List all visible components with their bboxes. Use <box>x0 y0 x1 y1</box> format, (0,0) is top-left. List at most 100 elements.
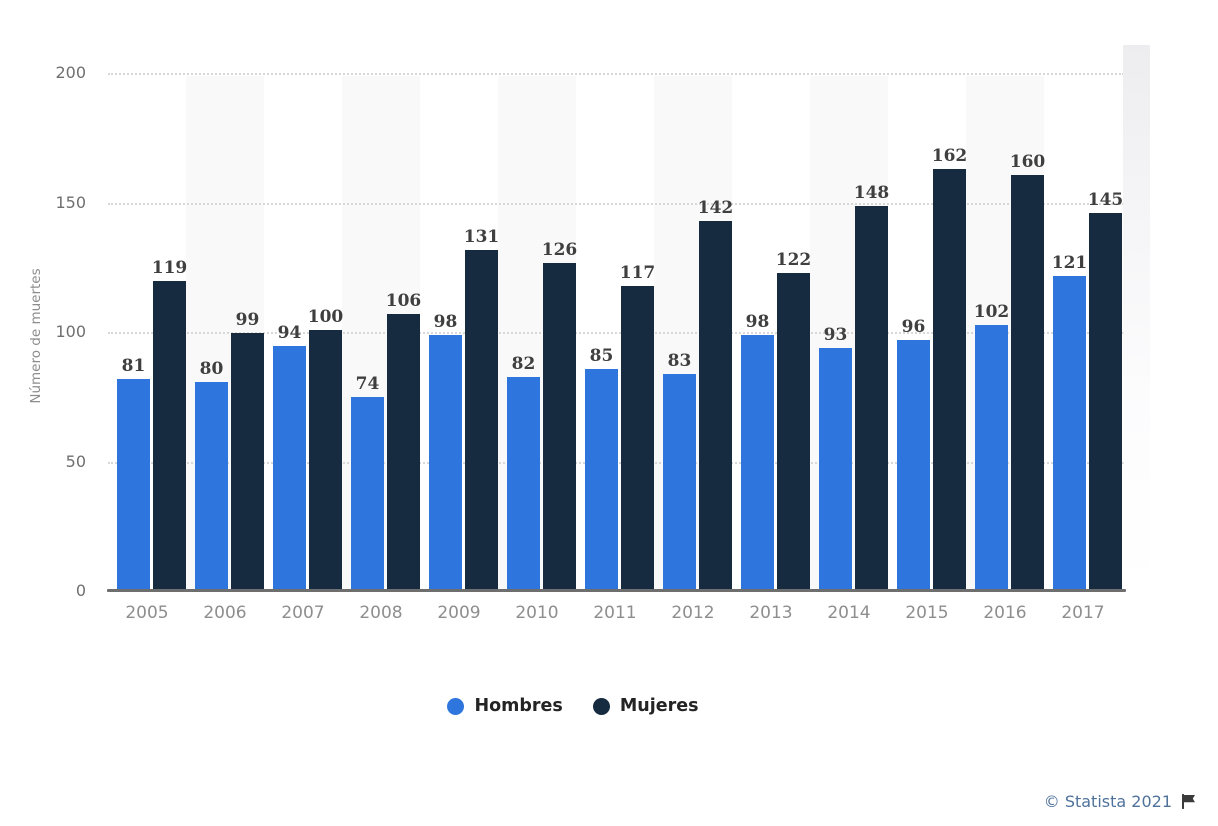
gridline-150 <box>108 202 1124 205</box>
x-tick-label-2013: 2013 <box>749 603 793 623</box>
bar-value-label: 94 <box>277 323 302 343</box>
bar-mujeres-2012[interactable]: 142 <box>698 198 733 589</box>
bar-group-2005: 81 119 <box>108 73 187 589</box>
bar-value-label: 93 <box>823 325 848 345</box>
bar-value-label: 119 <box>151 258 188 278</box>
x-tick-label-2007: 2007 <box>281 603 325 623</box>
bar-group-2014: 93 148 <box>810 73 889 589</box>
bar-value-label: 117 <box>619 263 656 283</box>
bar-group-2010: 82 126 <box>498 73 577 589</box>
bar-hombres-2010[interactable]: 82 <box>507 354 540 589</box>
legend-label: Hombres <box>474 696 563 716</box>
bar-mujeres-2005[interactable]: 119 <box>152 258 187 589</box>
bar-group-2012: 83 142 <box>654 73 733 589</box>
bar-value-label: 99 <box>235 310 260 330</box>
bar-value-label: 131 <box>463 227 500 247</box>
y-tick-label-150: 150 <box>55 192 86 212</box>
bar-hombres-2006[interactable]: 80 <box>195 359 228 589</box>
bar-value-label: 74 <box>355 374 380 394</box>
bar-hombres-2015[interactable]: 96 <box>897 317 930 589</box>
bar-group-2006: 80 99 <box>186 73 264 589</box>
bar-hombres-2005[interactable]: 81 <box>117 356 150 589</box>
bar-mujeres-2010[interactable]: 126 <box>542 240 577 589</box>
right-edge-shade <box>1123 45 1150 593</box>
bar-value-label: 81 <box>121 356 146 376</box>
bar-hombres-2017[interactable]: 121 <box>1052 253 1087 589</box>
gridline-200 <box>108 73 1124 75</box>
bar-hombres-2011[interactable]: 85 <box>585 346 618 589</box>
legend-marker-mujeres <box>592 697 610 715</box>
bar-mujeres-2008[interactable]: 106 <box>386 291 421 589</box>
bar-group-2017: 121 145 <box>1044 73 1123 589</box>
bar-hombres-2016[interactable]: 102 <box>974 302 1009 589</box>
legend-item-mujeres[interactable]: Mujeres <box>592 696 699 716</box>
bar-value-label: 102 <box>973 302 1010 322</box>
bar-mujeres-2013[interactable]: 122 <box>776 250 811 589</box>
bar-value-label: 142 <box>697 198 734 218</box>
bar-group-2016: 102 160 <box>966 73 1045 589</box>
x-axis-line <box>107 589 1126 592</box>
bar-value-label: 82 <box>511 354 536 374</box>
bar-value-label: 122 <box>775 250 812 270</box>
x-tick-label-2016: 2016 <box>983 603 1027 623</box>
bar-mujeres-2015[interactable]: 162 <box>932 146 967 589</box>
bar-value-label: 148 <box>853 183 890 203</box>
bar-value-label: 98 <box>433 312 458 332</box>
bar-mujeres-2006[interactable]: 99 <box>231 310 264 589</box>
chart-footer: © Statista 2021 <box>1044 792 1198 811</box>
y-tick-label-0: 0 <box>75 581 86 600</box>
bar-value-label: 126 <box>541 240 578 260</box>
bar-value-label: 83 <box>667 351 692 371</box>
x-tick-label-2006: 2006 <box>203 603 247 623</box>
statista-copyright-link[interactable]: © Statista 2021 <box>1043 792 1172 811</box>
flag-icon[interactable] <box>1180 793 1198 810</box>
x-tick-label-2011: 2011 <box>593 603 637 623</box>
bar-group-2007: 94 100 <box>264 73 343 589</box>
bar-value-label: 85 <box>589 346 614 366</box>
x-tick-label-2008: 2008 <box>359 603 403 623</box>
bar-value-label: 98 <box>745 312 770 332</box>
bar-value-label: 80 <box>199 359 224 379</box>
legend-label: Mujeres <box>619 696 699 716</box>
bar-value-label: 96 <box>901 317 926 337</box>
bar-mujeres-2017[interactable]: 145 <box>1088 190 1123 589</box>
bar-mujeres-2014[interactable]: 148 <box>854 183 889 589</box>
bar-value-label: 162 <box>931 146 968 166</box>
x-tick-label-2017: 2017 <box>1061 603 1105 623</box>
gridline-100 <box>108 332 1124 334</box>
y-tick-label-200: 200 <box>55 63 86 82</box>
bar-value-label: 106 <box>385 291 422 311</box>
bar-hombres-2012[interactable]: 83 <box>663 351 696 589</box>
bar-mujeres-2009[interactable]: 131 <box>464 227 499 589</box>
bar-group-2009: 98 131 <box>420 73 499 589</box>
y-tick-label-100: 100 <box>55 322 86 341</box>
bar-value-label: 160 <box>1009 152 1046 172</box>
x-tick-label-2005: 2005 <box>125 603 169 623</box>
bar-hombres-2014[interactable]: 93 <box>819 325 852 589</box>
bar-group-2013: 98 122 <box>732 73 811 589</box>
y-tick-label-50: 50 <box>65 451 86 471</box>
bar-mujeres-2016[interactable]: 160 <box>1010 152 1045 589</box>
x-tick-label-2010: 2010 <box>515 603 559 623</box>
bar-hombres-2013[interactable]: 98 <box>741 312 774 589</box>
bar-value-label: 121 <box>1051 253 1088 273</box>
x-tick-label-2015: 2015 <box>905 603 949 623</box>
bar-hombres-2009[interactable]: 98 <box>429 312 462 589</box>
x-tick-label-2012: 2012 <box>671 603 715 623</box>
legend-item-hombres[interactable]: Hombres <box>447 696 563 716</box>
bar-group-2008: 74 106 <box>342 73 421 589</box>
bar-groups: 81 119 80 99 94 100 74 106 98 131 82 126 85 117 83 142 9… <box>108 73 1124 591</box>
x-tick-label-2014: 2014 <box>827 603 871 623</box>
plot-area: 81 119 80 99 94 100 74 106 98 131 82 126 85 117 83 142 9… <box>108 73 1124 591</box>
x-tick-label-2009: 2009 <box>437 603 481 623</box>
bar-value-label: 145 <box>1087 190 1124 210</box>
bar-group-2011: 85 117 <box>576 73 655 589</box>
bar-mujeres-2007[interactable]: 100 <box>308 307 343 589</box>
bar-hombres-2007[interactable]: 94 <box>273 323 306 589</box>
bar-mujeres-2011[interactable]: 117 <box>620 263 655 589</box>
bar-value-label: 100 <box>307 307 344 327</box>
bar-group-2015: 96 162 <box>888 73 967 589</box>
bar-hombres-2008[interactable]: 74 <box>351 374 384 589</box>
chart-legend: Hombres Mujeres <box>0 696 1146 716</box>
